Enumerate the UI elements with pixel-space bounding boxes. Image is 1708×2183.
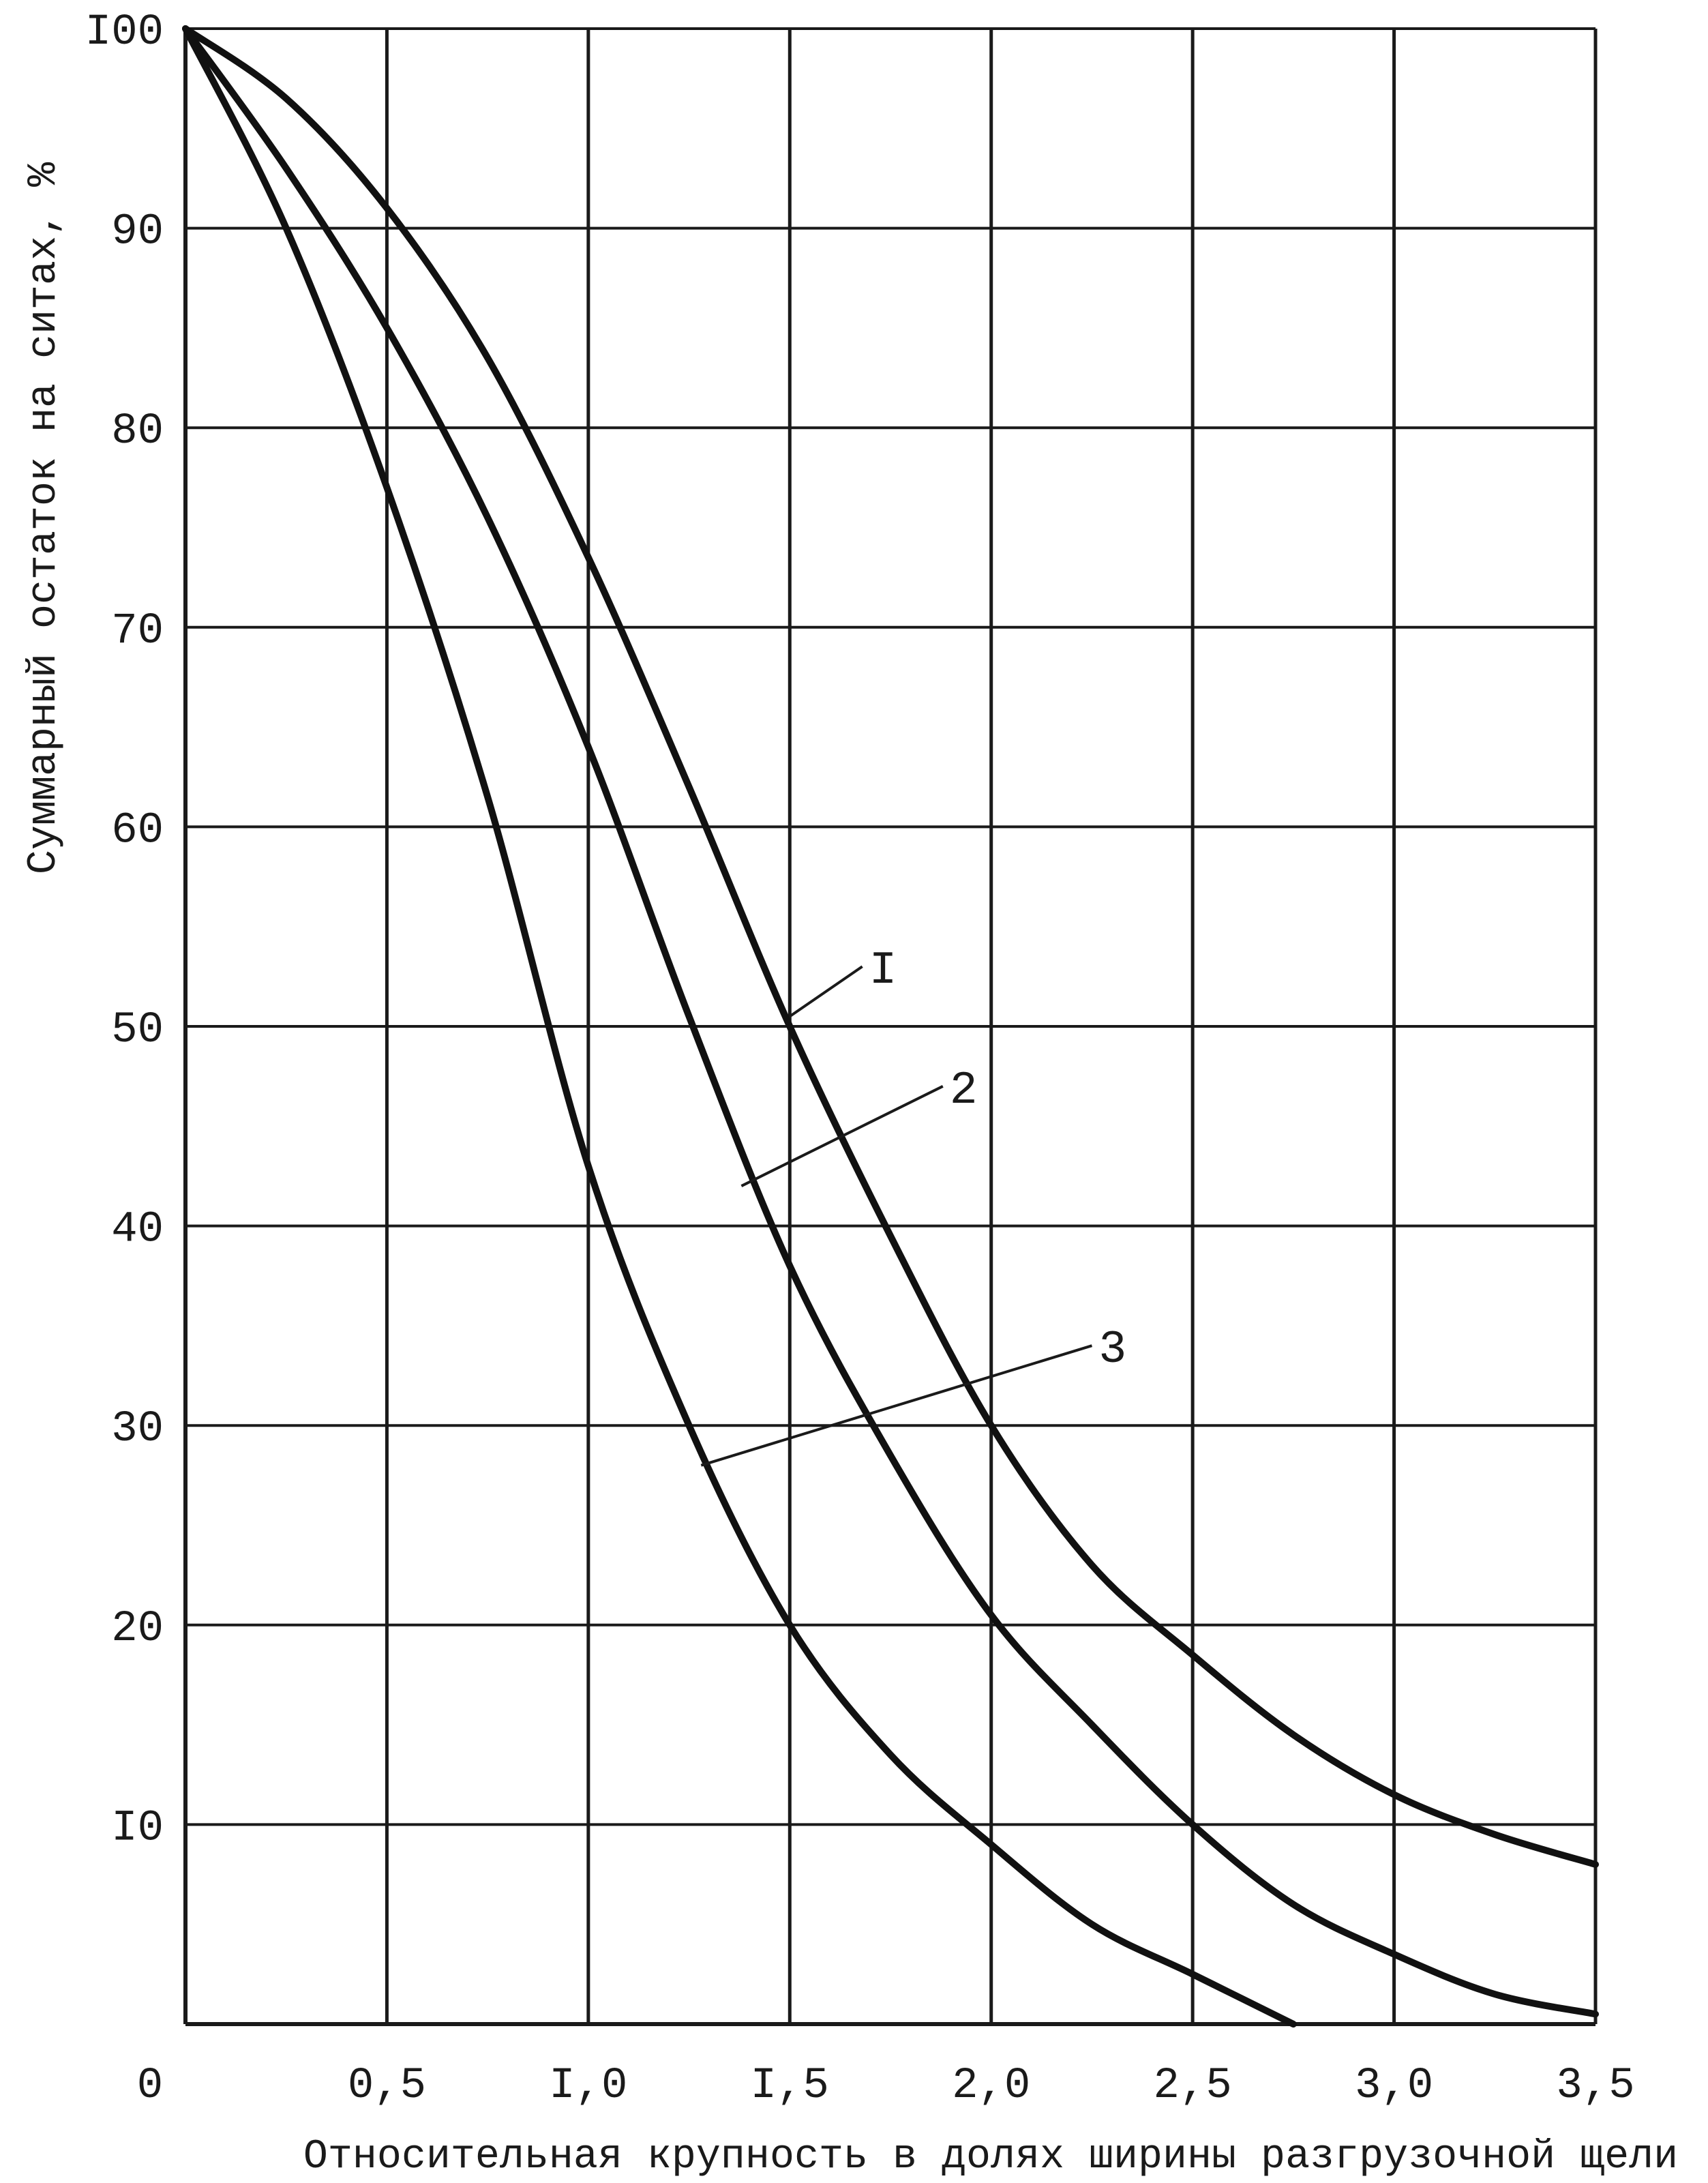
annotation-label-3: 3 bbox=[1098, 1324, 1126, 1376]
x-tick-label: 3,5 bbox=[1556, 2062, 1634, 2111]
origin-label: 0 bbox=[137, 2062, 163, 2111]
y-tick-label: 60 bbox=[111, 806, 164, 855]
annotation-leader-3 bbox=[700, 1344, 1093, 1467]
annotation-leader-2 bbox=[740, 1084, 944, 1187]
y-tick-label: I00 bbox=[85, 8, 164, 57]
annotation-label-I: I bbox=[869, 945, 897, 997]
curve-annotations: I 2 3 bbox=[700, 945, 1126, 1467]
x-tick-label: 3,0 bbox=[1355, 2062, 1433, 2111]
y-tick-label: 80 bbox=[111, 407, 164, 456]
y-tick-label: 90 bbox=[111, 208, 164, 257]
data-series bbox=[182, 25, 1599, 2028]
curve-3 bbox=[182, 25, 1297, 2028]
y-tick-label: 50 bbox=[111, 1006, 164, 1055]
annotation-leader-I bbox=[789, 965, 863, 1018]
x-tick-label: 0,5 bbox=[348, 2062, 426, 2111]
x-tick-label: 2,5 bbox=[1154, 2062, 1232, 2111]
y-tick-label: 40 bbox=[111, 1206, 164, 1255]
curve-2 bbox=[182, 25, 1599, 2018]
x-tick-labels: 0,5 I,0 I,5 2,0 2,5 3,0 3,5 bbox=[348, 2062, 1635, 2111]
x-tick-label: 2,0 bbox=[952, 2062, 1030, 2111]
x-tick-label: I,5 bbox=[751, 2062, 829, 2111]
y-tick-labels: I0 20 30 40 50 60 70 80 90 I00 bbox=[85, 8, 164, 1853]
curve-I bbox=[182, 25, 1599, 1868]
y-tick-label: 70 bbox=[111, 607, 164, 656]
y-tick-label: 20 bbox=[111, 1605, 164, 1654]
x-tick-label: I,0 bbox=[549, 2062, 627, 2111]
annotation-label-2: 2 bbox=[950, 1065, 978, 1117]
y-tick-label: I0 bbox=[111, 1804, 164, 1853]
y-axis-title: Суммарный остаток на ситах, % bbox=[21, 162, 68, 874]
grid-lines bbox=[183, 27, 1598, 2026]
x-axis-title: Относительная крупность в долях ширины р… bbox=[303, 2134, 1678, 2180]
y-tick-label: 30 bbox=[111, 1405, 164, 1454]
